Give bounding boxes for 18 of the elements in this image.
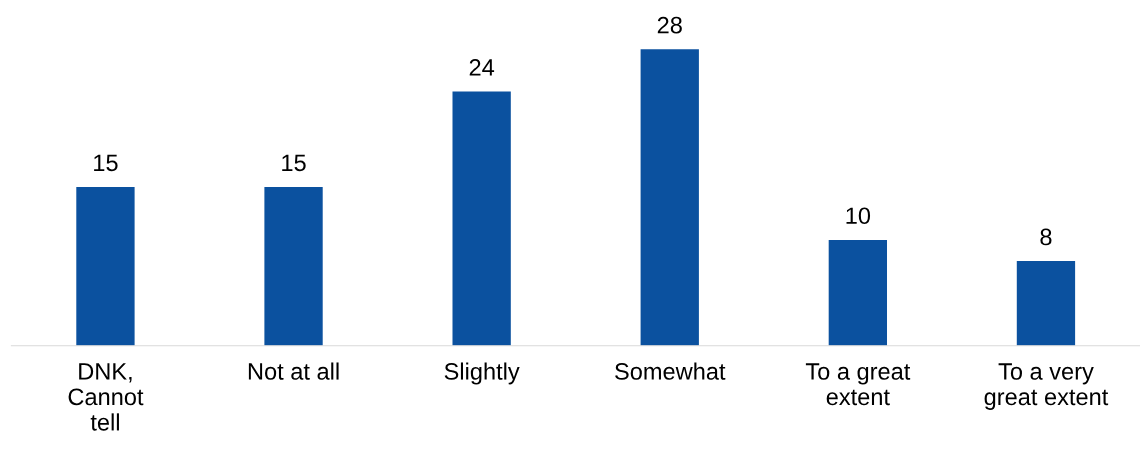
x-tick-label: Slightly <box>444 362 520 385</box>
x-tick-label: Not at all <box>248 362 339 380</box>
data-label: 15 <box>282 154 306 172</box>
x-tick-label: DNK, Cannot tell <box>68 363 144 431</box>
bar <box>452 91 511 346</box>
x-tick-label: Somewhat <box>615 362 726 380</box>
bar <box>264 186 323 346</box>
bar <box>828 239 888 346</box>
bar <box>76 186 135 346</box>
data-label: 24 <box>469 59 495 76</box>
data-label: 28 <box>657 16 682 34</box>
data-label: 10 <box>846 207 871 225</box>
x-tick-label: To a great extent <box>805 363 911 406</box>
data-label: 15 <box>94 154 118 172</box>
bar <box>640 49 699 346</box>
x-tick-label: To a very great extent <box>984 363 1109 410</box>
bar <box>1016 261 1076 346</box>
data-label: 8 <box>1040 228 1052 246</box>
